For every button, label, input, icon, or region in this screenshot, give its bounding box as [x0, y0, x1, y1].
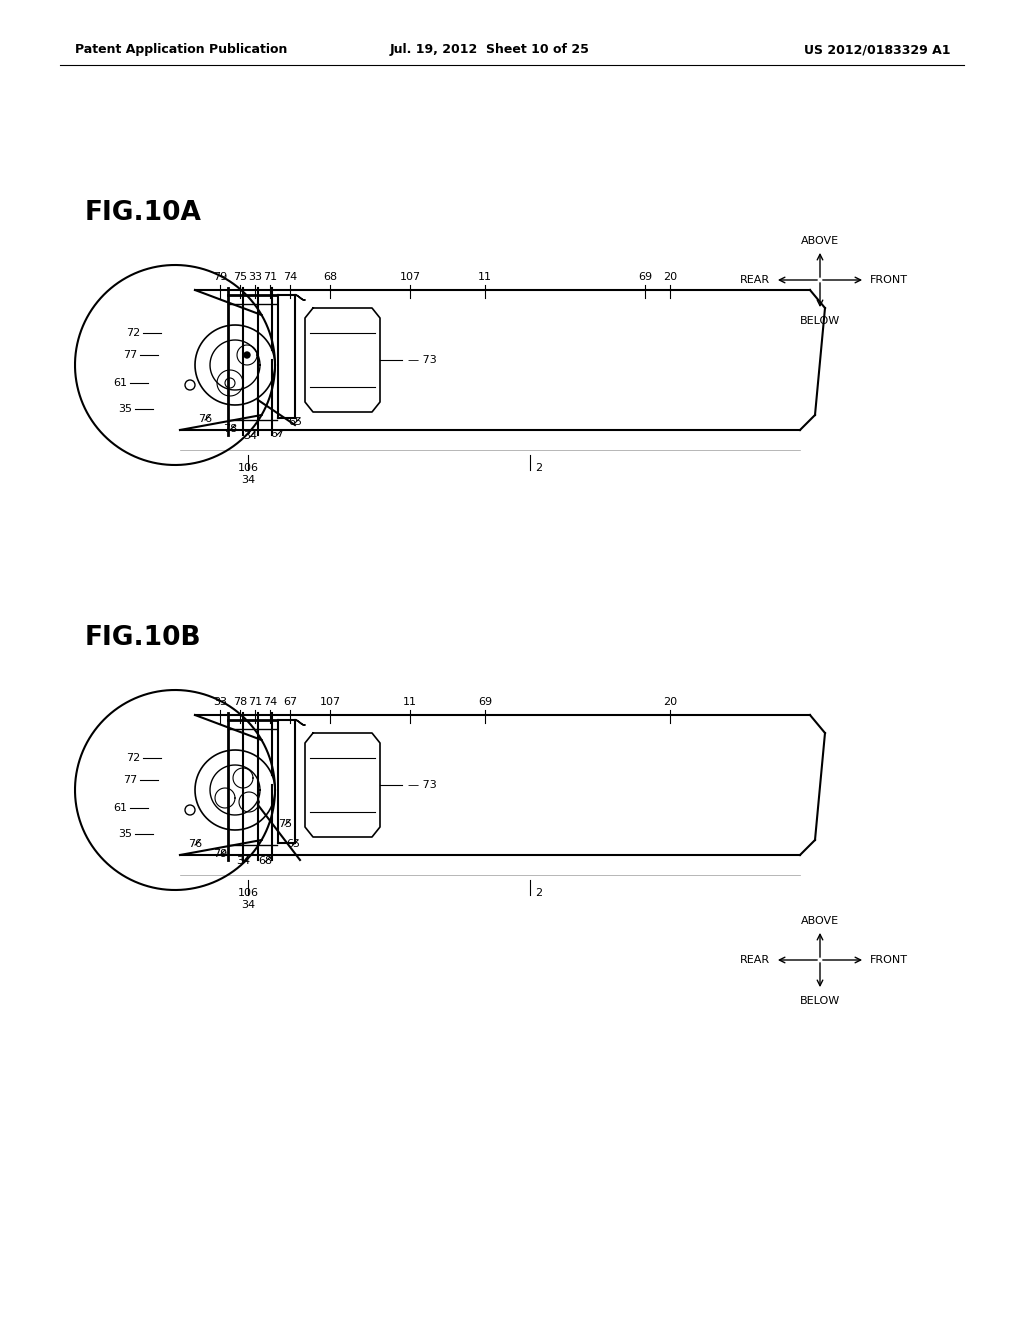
- Text: US 2012/0183329 A1: US 2012/0183329 A1: [804, 44, 950, 57]
- Text: 34: 34: [241, 900, 255, 909]
- Text: 61: 61: [113, 378, 127, 388]
- Text: 33: 33: [248, 272, 262, 282]
- Text: BELOW: BELOW: [800, 997, 840, 1006]
- Text: 78: 78: [232, 697, 247, 708]
- Text: BELOW: BELOW: [800, 315, 840, 326]
- Text: 106: 106: [238, 888, 258, 898]
- Text: 74: 74: [263, 697, 278, 708]
- Text: 68: 68: [258, 855, 272, 866]
- Text: 34: 34: [243, 432, 257, 441]
- Text: 79: 79: [213, 272, 227, 282]
- Text: 71: 71: [263, 272, 278, 282]
- Text: 35: 35: [118, 404, 132, 414]
- Text: 2: 2: [535, 463, 542, 473]
- Text: ABOVE: ABOVE: [801, 236, 839, 246]
- Text: 20: 20: [663, 697, 677, 708]
- Text: FIG.10B: FIG.10B: [85, 624, 202, 651]
- Text: 68: 68: [323, 272, 337, 282]
- Text: FRONT: FRONT: [870, 275, 908, 285]
- Text: 2: 2: [535, 888, 542, 898]
- Text: 67: 67: [283, 697, 297, 708]
- Text: 79: 79: [213, 849, 227, 859]
- Text: REAR: REAR: [740, 275, 770, 285]
- Text: 78: 78: [223, 424, 238, 434]
- Text: 76: 76: [188, 840, 202, 849]
- Text: 65: 65: [286, 840, 300, 849]
- Text: ABOVE: ABOVE: [801, 916, 839, 927]
- Text: 69: 69: [638, 272, 652, 282]
- Text: 75: 75: [232, 272, 247, 282]
- Text: — 73: — 73: [408, 780, 437, 789]
- Text: FRONT: FRONT: [870, 954, 908, 965]
- Circle shape: [244, 352, 250, 358]
- Text: 67: 67: [270, 429, 284, 440]
- Text: REAR: REAR: [740, 954, 770, 965]
- Text: 34: 34: [236, 855, 250, 866]
- Text: Jul. 19, 2012  Sheet 10 of 25: Jul. 19, 2012 Sheet 10 of 25: [390, 44, 590, 57]
- Text: 65: 65: [288, 417, 302, 426]
- Text: 20: 20: [663, 272, 677, 282]
- Text: 11: 11: [403, 697, 417, 708]
- Text: 76: 76: [198, 414, 212, 424]
- Text: 106: 106: [238, 463, 258, 473]
- Text: 77: 77: [123, 350, 137, 360]
- Text: 107: 107: [399, 272, 421, 282]
- Text: 77: 77: [123, 775, 137, 785]
- Text: 74: 74: [283, 272, 297, 282]
- Text: Patent Application Publication: Patent Application Publication: [75, 44, 288, 57]
- Text: 72: 72: [126, 752, 140, 763]
- Text: 35: 35: [118, 829, 132, 840]
- Text: 61: 61: [113, 803, 127, 813]
- Text: — 73: — 73: [408, 355, 437, 366]
- Text: 107: 107: [319, 697, 341, 708]
- Text: 72: 72: [126, 327, 140, 338]
- Text: 33: 33: [213, 697, 227, 708]
- Text: 69: 69: [478, 697, 493, 708]
- Text: 34: 34: [241, 475, 255, 484]
- Text: FIG.10A: FIG.10A: [85, 201, 202, 226]
- Text: 71: 71: [248, 697, 262, 708]
- Text: 75: 75: [278, 818, 292, 829]
- Text: 11: 11: [478, 272, 492, 282]
